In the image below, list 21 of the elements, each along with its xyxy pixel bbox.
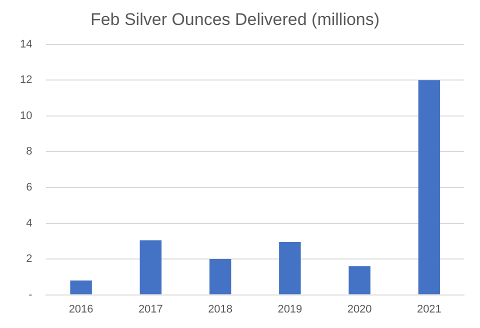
y-tick-label: 14 [20, 38, 32, 50]
y-tick-label: 2 [26, 253, 32, 266]
bar [209, 259, 232, 294]
x-tick-label: 2018 [208, 303, 233, 316]
bar [70, 280, 92, 294]
x-tick-label: 2019 [278, 303, 302, 316]
bar [279, 242, 301, 294]
y-tick-label: 6 [26, 182, 32, 194]
chart-title: Feb Silver Ounces Delivered (millions) [90, 10, 380, 29]
y-tick-label: - [28, 288, 33, 301]
bar [140, 240, 162, 294]
y-tick-label: 12 [20, 74, 32, 86]
y-tick-label: 10 [20, 110, 32, 122]
y-tick-label: 4 [26, 217, 32, 230]
x-tick-label: 2016 [68, 303, 94, 316]
x-tick-label: 2020 [347, 303, 372, 316]
bar [348, 266, 370, 294]
x-tick-label: 2021 [416, 303, 442, 316]
x-tick-label: 2017 [138, 303, 163, 316]
bar [418, 80, 440, 294]
y-tick-label: 8 [26, 146, 32, 158]
